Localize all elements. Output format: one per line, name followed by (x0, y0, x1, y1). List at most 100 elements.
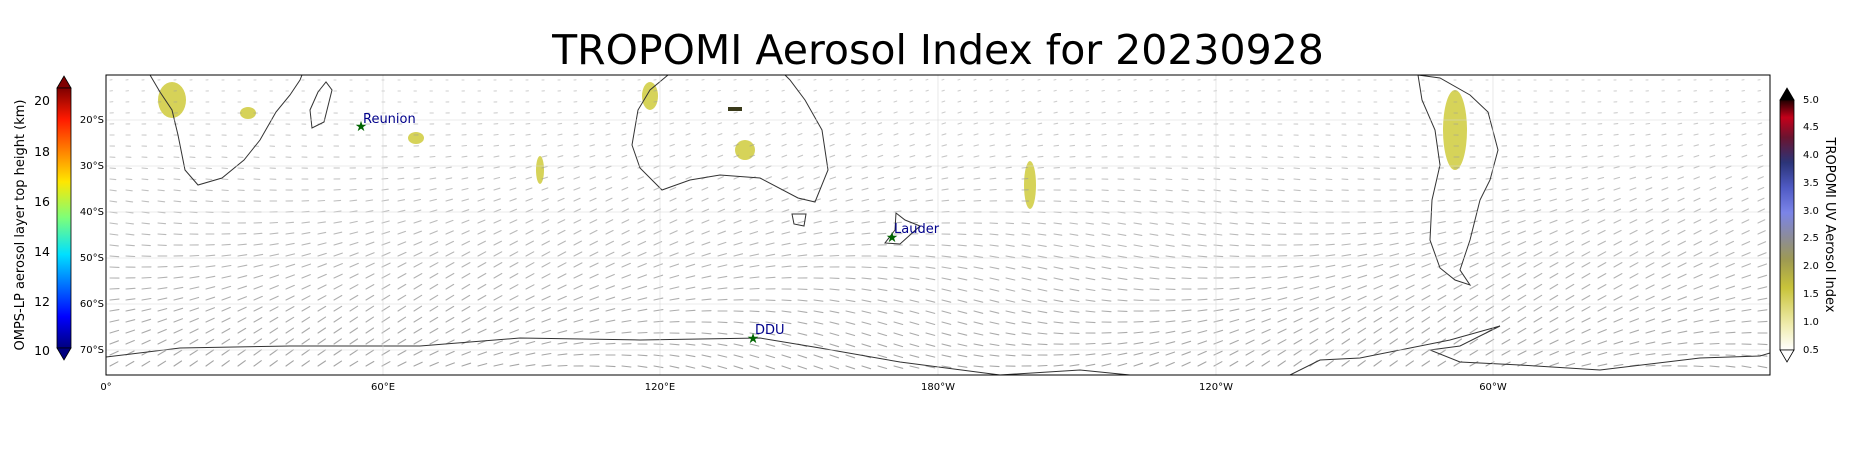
wind-arrow (1341, 349, 1350, 356)
wind-arrow (461, 144, 468, 147)
wind-arrow (1181, 330, 1192, 334)
wind-arrow (413, 241, 423, 246)
wind-arrow (1661, 318, 1672, 323)
wind-arrow (1741, 308, 1752, 312)
wind-arrow (861, 143, 867, 147)
wind-arrow (1693, 240, 1702, 246)
wind-arrow (557, 144, 563, 147)
wind-arrow (733, 365, 744, 370)
wind-arrow (1725, 165, 1732, 169)
wind-arrow (1149, 200, 1158, 203)
wind-arrow (1693, 296, 1704, 301)
wind-arrow (461, 187, 469, 191)
wind-arrow (845, 176, 853, 180)
wind-arrow (701, 241, 711, 246)
wind-arrow (1389, 306, 1399, 312)
wind-arrow (1469, 273, 1479, 279)
wind-arrow (1405, 263, 1416, 268)
wind-arrow (765, 133, 771, 136)
wind-arrow (653, 219, 662, 224)
wind-arrow (893, 78, 897, 81)
wind-arrow (605, 308, 616, 312)
colorbar-left: 20 18 16 14 12 10 OMPS-LP aerosol layer … (13, 75, 72, 361)
wind-arrow (1645, 144, 1651, 147)
wind-arrow (429, 361, 439, 367)
station-label-reunion: Reunion (363, 112, 416, 127)
wind-arrow (749, 154, 756, 158)
wind-arrow (413, 198, 422, 202)
wind-arrow (701, 343, 712, 346)
wind-arrow (973, 310, 984, 314)
wind-arrow (1533, 305, 1543, 312)
wind-arrow (1341, 360, 1350, 367)
wind-arrow (1069, 144, 1076, 147)
wind-arrow (621, 262, 631, 268)
wind-arrow (1325, 296, 1335, 301)
wind-arrow (1021, 144, 1028, 147)
wind-arrow (1741, 263, 1751, 268)
wind-arrow (685, 111, 690, 114)
wind-arrow (701, 275, 712, 279)
wind-arrow (461, 328, 471, 334)
wind-arrow (1117, 266, 1128, 270)
wind-arrow (1517, 241, 1527, 246)
wind-arrow (1757, 365, 1768, 369)
wind-arrow (253, 360, 262, 367)
wind-arrow (765, 253, 776, 257)
wind-arrow (1069, 233, 1079, 236)
wind-arrow (1501, 316, 1511, 323)
wind-arrow (317, 284, 327, 290)
wind-arrow (109, 361, 119, 367)
wind-arrow (237, 285, 248, 290)
wind-arrow (1693, 262, 1703, 268)
wind-arrow (1069, 222, 1078, 225)
aerosol-index-patches (158, 82, 1467, 209)
wind-arrow (845, 288, 856, 291)
wind-arrow (573, 284, 583, 290)
wind-arrow (605, 208, 613, 213)
wind-arrow (573, 251, 583, 257)
wind-arrow (1597, 251, 1607, 257)
wind-arrow (1629, 251, 1639, 257)
wind-arrow (797, 143, 803, 147)
wind-arrow (237, 338, 247, 345)
wind-arrow (989, 133, 995, 136)
wind-arrow (1325, 338, 1335, 345)
wind-arrow (1293, 275, 1304, 279)
wind-arrow (1725, 365, 1736, 368)
colorbar-right-label: TROPOMI UV Aerosol Index (1822, 137, 1837, 313)
wind-arrow (1293, 338, 1303, 345)
wind-arrow (1453, 327, 1463, 334)
wind-arrow (909, 199, 918, 202)
wind-arrow (989, 255, 1000, 259)
wind-arrow (1389, 360, 1398, 367)
wind-arrow (413, 166, 420, 169)
wind-arrow (909, 255, 920, 258)
wind-arrow (173, 189, 181, 192)
wind-arrow (781, 310, 792, 313)
wind-arrow (1357, 338, 1367, 345)
wind-arrow (797, 165, 804, 169)
wind-arrow (141, 287, 152, 290)
wind-arrow (941, 100, 946, 103)
wind-arrow (845, 277, 856, 280)
wind-arrow (349, 188, 357, 191)
wind-arrow (1501, 350, 1511, 356)
wind-arrow (797, 133, 803, 136)
wind-arrow (285, 242, 295, 246)
wind-arrow (189, 317, 199, 323)
colorbar-right-ticks: 5.0 4.5 4.0 3.5 3.0 2.5 2.0 1.5 1.0 0.5 (1803, 95, 1819, 356)
wind-arrow (669, 165, 676, 169)
wind-arrow (413, 251, 423, 257)
wind-arrow (1581, 251, 1591, 257)
wind-arrow (1181, 178, 1189, 181)
wind-arrow (1181, 222, 1190, 225)
wind-arrow (1325, 285, 1336, 290)
wind-arrow (493, 363, 504, 367)
wind-arrow (797, 176, 804, 180)
wind-arrow (317, 252, 327, 257)
wind-arrow (781, 165, 788, 169)
wind-arrow (365, 305, 375, 312)
wind-arrow (1069, 122, 1075, 125)
wind-arrow (1741, 241, 1751, 246)
